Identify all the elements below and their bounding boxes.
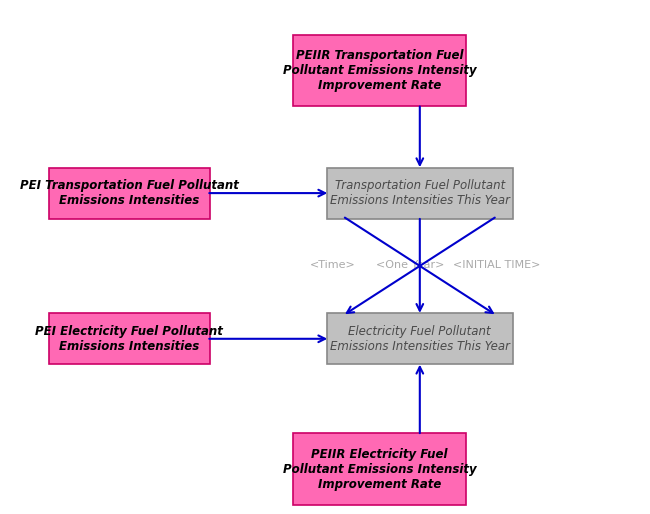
Text: Electricity Fuel Pollutant
Emissions Intensities This Year: Electricity Fuel Pollutant Emissions Int… <box>330 325 510 353</box>
Text: <One Year>: <One Year> <box>376 260 445 270</box>
FancyBboxPatch shape <box>327 313 513 364</box>
Text: PEI Electricity Fuel Pollutant
Emissions Intensities: PEI Electricity Fuel Pollutant Emissions… <box>35 325 223 353</box>
FancyBboxPatch shape <box>293 34 466 106</box>
Text: PEI Transportation Fuel Pollutant
Emissions Intensities: PEI Transportation Fuel Pollutant Emissi… <box>20 179 239 207</box>
Text: <INITIAL TIME>: <INITIAL TIME> <box>454 260 541 270</box>
Text: PEIIR Electricity Fuel
Pollutant Emissions Intensity
Improvement Rate: PEIIR Electricity Fuel Pollutant Emissio… <box>283 448 476 491</box>
FancyBboxPatch shape <box>49 313 209 364</box>
FancyBboxPatch shape <box>293 433 466 505</box>
FancyBboxPatch shape <box>49 168 209 218</box>
FancyBboxPatch shape <box>327 168 513 218</box>
Text: <Time>: <Time> <box>310 260 356 270</box>
Text: Transportation Fuel Pollutant
Emissions Intensities This Year: Transportation Fuel Pollutant Emissions … <box>330 179 510 207</box>
Text: PEIIR Transportation Fuel
Pollutant Emissions Intensity
Improvement Rate: PEIIR Transportation Fuel Pollutant Emis… <box>283 49 476 92</box>
